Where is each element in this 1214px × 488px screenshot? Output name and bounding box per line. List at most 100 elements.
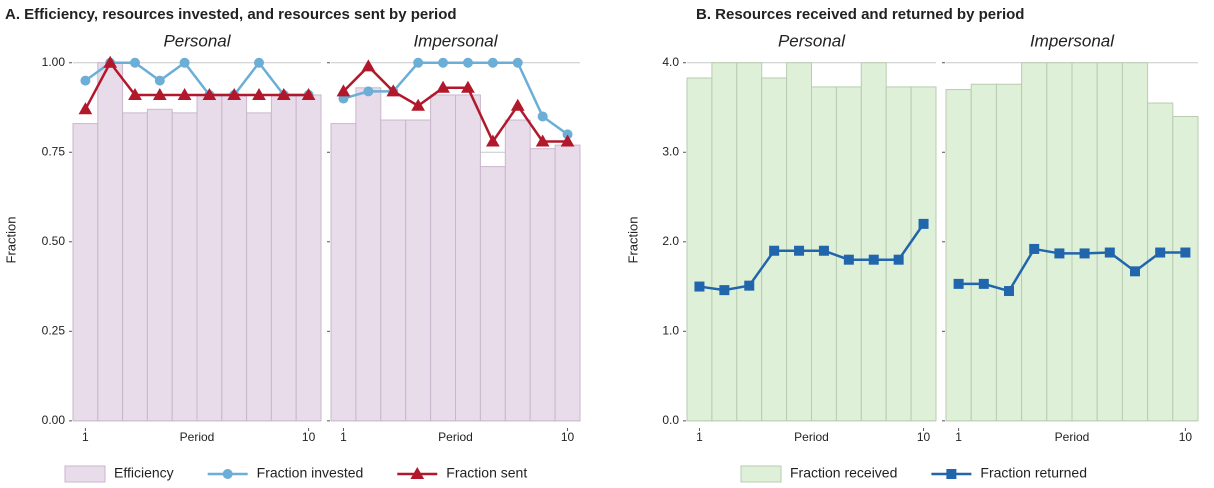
bar — [1172, 115, 1199, 422]
panel-subtitle: Personal — [163, 31, 231, 50]
y-tick-label: 1.00 — [42, 55, 66, 69]
point — [953, 278, 964, 289]
point — [78, 102, 93, 115]
bar — [554, 144, 581, 422]
x-tick-label: 1 — [955, 430, 962, 444]
point — [438, 57, 449, 68]
point — [818, 245, 829, 256]
x-tick-label: 10 — [917, 430, 931, 444]
bar — [885, 86, 912, 422]
point — [893, 254, 904, 265]
y-tick-label: 3.0 — [662, 144, 679, 158]
bar — [504, 119, 531, 422]
point — [1155, 247, 1166, 258]
point — [1054, 248, 1065, 259]
legend-label: Fraction received — [790, 465, 897, 481]
x-axis-label: Period — [438, 430, 473, 444]
bar — [1147, 102, 1174, 422]
point — [80, 75, 91, 86]
bar — [1071, 62, 1098, 422]
point — [461, 80, 475, 93]
point — [1130, 266, 1140, 277]
bar — [270, 94, 297, 422]
point — [413, 57, 424, 68]
point — [769, 245, 780, 256]
bar — [221, 94, 248, 422]
bar — [295, 94, 322, 422]
point — [411, 98, 426, 111]
point — [154, 75, 165, 86]
point — [254, 57, 264, 68]
bar — [786, 62, 812, 422]
legend-label: Fraction sent — [446, 465, 527, 481]
y-tick-label: 0.25 — [42, 323, 66, 337]
bar — [405, 119, 432, 422]
point — [363, 86, 374, 97]
series-line — [699, 223, 925, 292]
x-tick-label: 1 — [340, 430, 347, 444]
y-tick-label: 0.50 — [42, 234, 66, 248]
point — [227, 87, 242, 100]
bar — [430, 94, 457, 422]
series-line — [958, 247, 1186, 293]
series-line — [84, 60, 309, 110]
bar — [146, 108, 173, 422]
point — [252, 87, 266, 100]
legend-marker — [946, 469, 957, 479]
point — [978, 278, 989, 289]
series-line — [342, 64, 568, 145]
point — [386, 84, 401, 97]
point — [843, 254, 854, 265]
point — [1079, 248, 1090, 259]
bar — [1096, 62, 1123, 422]
figure-title: B. Resources received and returned by pe… — [696, 6, 1024, 23]
point — [535, 134, 550, 147]
point — [130, 57, 140, 68]
y-tick-label: 4.0 — [662, 55, 679, 69]
legend-marker — [222, 469, 233, 479]
point — [103, 55, 118, 68]
point — [510, 98, 525, 111]
bar — [246, 112, 272, 422]
bar — [355, 87, 382, 422]
x-tick-label: 10 — [1179, 430, 1193, 444]
x-axis-label: Period — [794, 430, 829, 444]
point — [276, 87, 291, 100]
point — [744, 280, 755, 291]
bar — [196, 94, 223, 422]
x-tick-label: 1 — [82, 430, 89, 444]
x-axis-label: Period — [1055, 430, 1090, 444]
bar — [122, 112, 148, 422]
point — [128, 87, 142, 100]
bar — [171, 112, 198, 422]
point — [485, 134, 500, 147]
point — [719, 285, 730, 296]
legend-swatch — [740, 465, 782, 483]
legend-label: Fraction returned — [980, 465, 1087, 481]
bar — [736, 62, 763, 422]
series-line — [343, 61, 569, 136]
point — [361, 59, 376, 72]
y-tick-label: 1.0 — [662, 323, 679, 337]
legend-marker — [410, 466, 425, 479]
point — [1004, 286, 1014, 297]
bar — [686, 77, 713, 422]
bar — [995, 83, 1023, 422]
point — [177, 87, 192, 100]
panel-subtitle: Impersonal — [413, 31, 498, 50]
bar — [711, 62, 738, 422]
point — [537, 111, 548, 122]
bar — [455, 94, 481, 422]
bar — [945, 89, 972, 422]
panel-subtitle: Impersonal — [1030, 31, 1115, 50]
bar — [910, 86, 937, 422]
point — [1029, 243, 1040, 254]
bar — [529, 148, 556, 422]
point — [301, 87, 316, 100]
bar — [330, 123, 357, 422]
y-tick-label: 0.75 — [42, 144, 66, 158]
point — [794, 245, 805, 256]
bar — [97, 62, 124, 422]
point — [918, 218, 929, 229]
